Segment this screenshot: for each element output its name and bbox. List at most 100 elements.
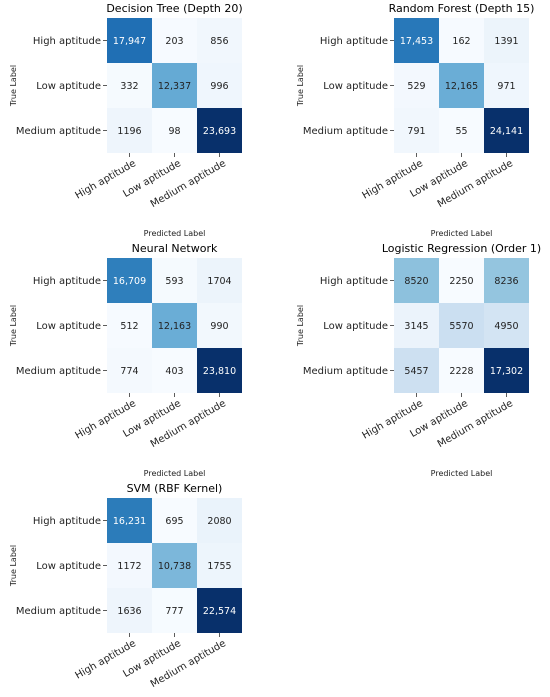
cell-value-label: 2250	[449, 276, 473, 287]
cell-value-label: 593	[165, 276, 183, 287]
y-axis-label: True Label	[9, 545, 18, 587]
x-tick-label: Medium aptitude	[149, 638, 228, 690]
y-tick-label: High aptitude	[33, 516, 101, 527]
cell-value-label: 695	[165, 516, 183, 527]
cell-value-label: 990	[210, 321, 228, 332]
heatmap-cell	[107, 588, 152, 633]
heatmap-cell	[197, 348, 242, 393]
cell-value-label: 8236	[494, 276, 518, 287]
cell-value-label: 529	[407, 81, 425, 92]
cell-value-label: 5457	[404, 366, 428, 377]
heatmap-cell	[152, 303, 197, 348]
cell-value-label: 4950	[494, 321, 518, 332]
heatmap-cell	[394, 63, 439, 108]
confusion-matrix-panel: Random Forest (Depth 15) 17,453 162 1391 529…	[296, 2, 534, 238]
y-tick-label: Medium aptitude	[16, 606, 101, 617]
heatmap-cell	[394, 108, 439, 153]
cell-value-label: 2228	[449, 366, 473, 377]
cell-value-label: 1636	[117, 606, 141, 617]
y-tick-label: Low aptitude	[36, 321, 101, 332]
heatmap-cell	[197, 498, 242, 543]
heatmap-cell	[439, 63, 484, 108]
heatmap-cell	[152, 108, 197, 153]
cell-value-label: 203	[165, 36, 183, 47]
cell-value-label: 17,453	[400, 36, 433, 47]
cell-value-label: 162	[452, 36, 470, 47]
heatmap-cell	[197, 303, 242, 348]
cell-value-label: 12,165	[445, 81, 478, 92]
cell-value-label: 8520	[404, 276, 428, 287]
x-axis-label: Predicted Label	[431, 229, 493, 238]
confusion-matrix-panel: Logistic Regression (Order 1) 8520 2250 823…	[296, 242, 541, 478]
confusion-matrix-panel: Neural Network 16,709 593 1704 512 12,163 990 7…	[9, 242, 242, 478]
cell-value-label: 16,709	[113, 276, 146, 287]
heatmap-cell	[197, 108, 242, 153]
y-tick-label: High aptitude	[33, 276, 101, 287]
x-tick-label: Medium aptitude	[149, 158, 228, 210]
x-tick-label: Medium aptitude	[436, 398, 515, 450]
cell-value-label: 22,574	[203, 606, 236, 617]
heatmap-cell	[439, 108, 484, 153]
cell-value-label: 23,810	[203, 366, 236, 377]
heatmap-cell	[152, 18, 197, 63]
heatmap-cell	[439, 303, 484, 348]
confusion-matrix-panel: Decision Tree (Depth 20) 17,947 203 856 332 1…	[9, 2, 243, 238]
cell-value-label: 1172	[117, 561, 141, 572]
cell-value-label: 5570	[449, 321, 473, 332]
y-tick-label: Low aptitude	[36, 561, 101, 572]
x-tick-label: Medium aptitude	[149, 398, 228, 450]
cell-value-label: 1755	[207, 561, 231, 572]
y-tick-label: Medium aptitude	[16, 126, 101, 137]
heatmap-cell	[152, 498, 197, 543]
cell-value-label: 774	[120, 366, 138, 377]
cell-value-label: 791	[407, 126, 425, 137]
heatmap-cell	[484, 303, 529, 348]
y-axis-label: True Label	[9, 65, 18, 107]
heatmap-cell	[394, 303, 439, 348]
heatmap-cell	[107, 108, 152, 153]
heatmap-cell	[107, 303, 152, 348]
cell-value-label: 12,163	[158, 321, 191, 332]
y-tick-label: Medium aptitude	[303, 126, 388, 137]
heatmap-cell	[152, 543, 197, 588]
y-axis-label: True Label	[296, 305, 305, 347]
chart-title: Neural Network	[132, 242, 218, 255]
cell-value-label: 17,947	[113, 36, 146, 47]
chart-title: Decision Tree (Depth 20)	[106, 2, 242, 15]
y-tick-label: Low aptitude	[323, 81, 388, 92]
heatmap-cell	[439, 348, 484, 393]
cell-value-label: 777	[165, 606, 183, 617]
heatmap-cell	[107, 18, 152, 63]
cell-value-label: 55	[455, 126, 467, 137]
heatmap-cell	[107, 63, 152, 108]
heatmap-cell	[107, 258, 152, 303]
y-tick-label: High aptitude	[320, 36, 388, 47]
heatmap-cell	[394, 18, 439, 63]
y-tick-label: Medium aptitude	[16, 366, 101, 377]
cell-value-label: 403	[165, 366, 183, 377]
x-axis-label: Predicted Label	[144, 229, 206, 238]
heatmap-cell	[484, 108, 529, 153]
heatmap-cell	[107, 498, 152, 543]
heatmap-cell	[439, 18, 484, 63]
cell-value-label: 856	[210, 36, 228, 47]
cell-value-label: 1391	[494, 36, 518, 47]
y-tick-label: High aptitude	[33, 36, 101, 47]
y-tick-label: Medium aptitude	[303, 366, 388, 377]
x-tick-label: Medium aptitude	[436, 158, 515, 210]
heatmap-cell	[107, 348, 152, 393]
cell-value-label: 98	[168, 126, 180, 137]
cell-value-label: 17,302	[490, 366, 523, 377]
heatmap-cell	[197, 63, 242, 108]
heatmap-cell	[197, 543, 242, 588]
heatmap-cell	[484, 348, 529, 393]
heatmap-cell	[484, 258, 529, 303]
cell-value-label: 2080	[207, 516, 231, 527]
cell-value-label: 971	[497, 81, 515, 92]
heatmap-cell	[484, 63, 529, 108]
cell-value-label: 996	[210, 81, 228, 92]
cell-value-label: 512	[120, 321, 138, 332]
cell-value-label: 3145	[404, 321, 428, 332]
heatmap-cell	[197, 18, 242, 63]
